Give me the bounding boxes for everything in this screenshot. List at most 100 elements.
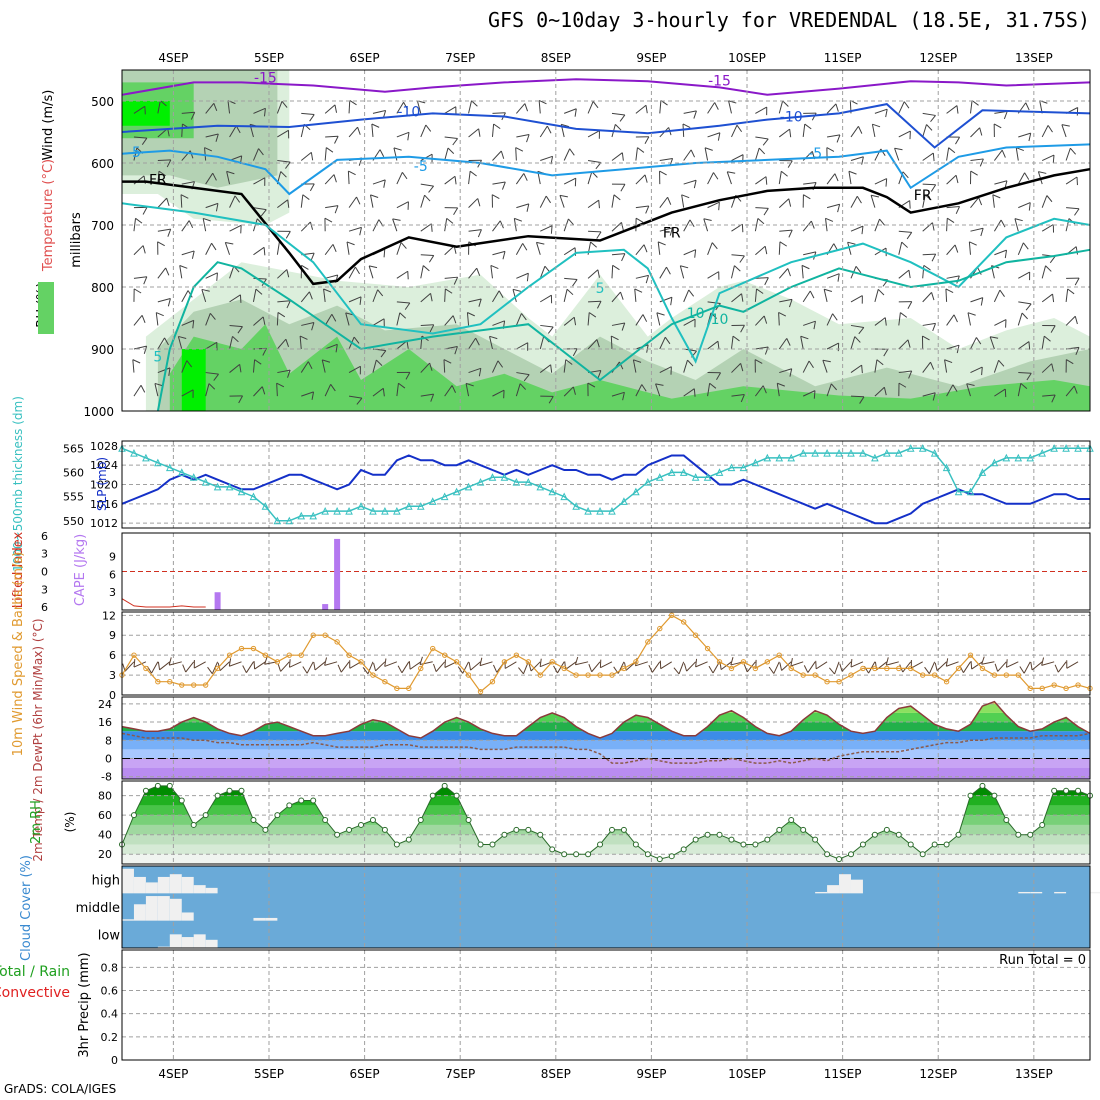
wind-barb: [874, 218, 886, 232]
wind-speed-point: [322, 632, 328, 638]
barb-flag: [379, 149, 385, 158]
wind-barb: [393, 147, 402, 161]
barb-flag: [226, 170, 235, 175]
barb-flag: [383, 249, 386, 258]
barb-staff: [911, 661, 923, 669]
thickness-marker: [249, 492, 258, 501]
wind-barb: [874, 359, 884, 373]
barb-staff: [325, 205, 339, 209]
barb-flag: [182, 664, 187, 673]
barb-staff: [683, 110, 697, 114]
barb-flag: [330, 384, 336, 392]
rh-region-bright: [181, 349, 206, 411]
barb-flag: [788, 299, 793, 308]
barb-staff: [492, 181, 506, 185]
thickness-marker: [488, 473, 497, 481]
barb-staff: [181, 111, 195, 114]
barb-staff: [324, 244, 334, 256]
barb-flag: [970, 170, 978, 176]
barb-flag: [932, 153, 935, 162]
barb-flag: [536, 241, 545, 245]
thickness-marker: [703, 473, 712, 481]
wind-barb: [898, 312, 908, 326]
barb-flag: [711, 242, 718, 250]
wind-speed-point: [262, 652, 269, 658]
rh-point: [573, 851, 580, 858]
cloud-row-label: high: [92, 874, 120, 889]
barb-flag: [740, 394, 745, 403]
thickness-marker: [213, 482, 222, 491]
wind-speed-point: [955, 665, 962, 672]
rh-tick-label: 80: [98, 790, 112, 803]
rh-point: [1051, 787, 1058, 794]
wind-barb: [635, 205, 650, 214]
barb-flag: [837, 204, 841, 213]
barb-flag: [1074, 208, 1080, 216]
wind-barb: [181, 250, 195, 259]
temperature-contour-label: FR: [663, 225, 681, 241]
wind-barb: [492, 181, 506, 190]
thickness-marker: [799, 448, 807, 457]
barb-staff: [731, 363, 742, 373]
rh-point: [597, 841, 604, 848]
barb-staff: [778, 171, 782, 185]
wind-barb: [205, 272, 218, 281]
thickness-tick-label: 555: [63, 491, 84, 504]
barb-staff: [659, 157, 673, 162]
slp-tick-label: 1024: [90, 459, 118, 472]
barb-flag: [764, 246, 768, 255]
cloud-cell: [169, 934, 182, 948]
barb-staff: [850, 324, 864, 328]
barb-staff: [707, 383, 711, 397]
barb-flag: [1073, 385, 1078, 394]
barb-flag: [966, 383, 975, 386]
wind-speed-point: [836, 679, 842, 685]
barb-flag: [1019, 666, 1025, 674]
wind-barb: [803, 661, 816, 673]
barb-staff: [490, 265, 493, 279]
barb-staff: [348, 395, 362, 399]
thickness-ylabel: 1000~500mb thickness (dm): [11, 396, 25, 572]
thickness-marker: [189, 473, 198, 481]
barb-staff: [229, 661, 242, 667]
thickness-marker: [1038, 448, 1047, 457]
wind-barb: [133, 659, 147, 668]
barb-flag: [572, 348, 578, 357]
barb-flag: [693, 388, 696, 397]
barb-flag: [967, 312, 976, 316]
barb-staff: [802, 123, 806, 138]
barb-staff: [252, 359, 256, 373]
barb-staff: [1031, 661, 1043, 671]
barb-flag: [211, 242, 217, 251]
wind-barb: [563, 218, 575, 232]
wind-barb: [1041, 657, 1055, 666]
precip-legend-convective: Convective: [0, 985, 70, 1001]
barb-flag: [719, 661, 722, 670]
temperature-contour: [121, 143, 1091, 196]
wind-barb: [922, 124, 933, 138]
wind-barb: [611, 194, 621, 208]
temp-line: [121, 700, 1091, 739]
barb-staff: [515, 173, 525, 185]
cloud-ylabel: Cloud Cover (%): [19, 855, 34, 961]
wind-barb: [779, 368, 793, 377]
barb-staff: [1017, 242, 1024, 255]
barb-flag: [477, 198, 481, 207]
wind-barb: [468, 128, 481, 138]
barb-flag: [397, 665, 403, 674]
wind-barb: [348, 395, 363, 405]
barb-staff: [492, 360, 499, 373]
barb-flag: [239, 294, 242, 303]
barb-flag: [832, 313, 838, 321]
barb-flag: [687, 359, 694, 367]
barb-flag: [1045, 265, 1052, 272]
barb-flag: [179, 265, 188, 269]
barb-staff: [226, 171, 231, 185]
thickness-marker: [261, 502, 270, 510]
barb-staff: [707, 340, 719, 350]
barb-staff: [444, 288, 446, 302]
wind-speed-point: [561, 665, 567, 672]
barb-flag: [277, 663, 282, 672]
barb-staff: [324, 104, 336, 114]
wind-speed-point: [991, 672, 998, 678]
